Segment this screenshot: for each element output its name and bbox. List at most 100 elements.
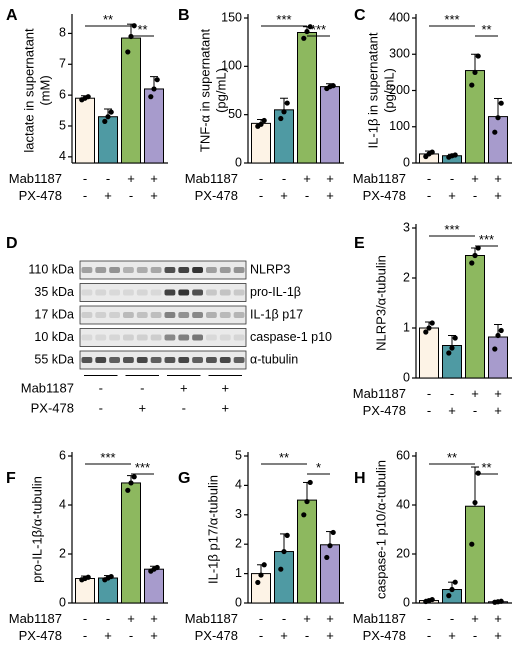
condition-sign: - xyxy=(182,401,186,416)
significance-label: ** xyxy=(279,450,289,465)
condition-sign: + xyxy=(180,381,188,396)
data-point xyxy=(261,117,267,124)
data-point xyxy=(498,100,504,106)
blot-band xyxy=(178,289,190,296)
data-point xyxy=(154,77,160,83)
blot-band xyxy=(192,357,203,363)
data-point xyxy=(475,470,481,476)
condition-sign: - xyxy=(305,188,309,203)
y-axis-label: NLRP3/α-tubulin xyxy=(373,255,388,351)
condition-sign: + xyxy=(150,171,158,186)
data-point xyxy=(301,512,307,518)
condition-sign: + xyxy=(303,611,311,626)
blot-band xyxy=(233,289,245,296)
blot-band xyxy=(192,334,203,341)
blot-band xyxy=(164,289,176,296)
condition-sign: + xyxy=(494,403,502,418)
y-tick-label: 4 xyxy=(59,497,66,511)
condition-sign: - xyxy=(259,628,263,643)
blot-band xyxy=(192,267,203,273)
condition-sign: - xyxy=(83,188,87,203)
chart-panel-e: E NLRP3/α-tubulin 0 1 2 3 *** *** Mab1187 PX-478 -… xyxy=(353,220,512,418)
y-tick-label: 0 xyxy=(235,155,242,169)
data-point xyxy=(429,320,435,326)
blot-strip xyxy=(79,305,247,325)
blot-band xyxy=(219,267,231,273)
bar xyxy=(98,116,118,164)
condition-label-mab1187: Mab1187 xyxy=(9,171,62,186)
condition-sign: - xyxy=(450,386,454,401)
y-tick-label: 0 xyxy=(403,370,410,384)
condition-sign: - xyxy=(129,188,133,203)
condition-sign: + xyxy=(448,403,456,418)
blot-band xyxy=(95,334,107,341)
condition-sign: - xyxy=(427,171,431,186)
blot-band xyxy=(206,289,217,296)
blot-protein-label: IL-1β p17 xyxy=(250,307,303,321)
condition-sign: + xyxy=(127,611,135,626)
data-point xyxy=(472,499,478,506)
data-point xyxy=(475,53,481,59)
condition-sign: - xyxy=(259,188,263,203)
condition-label-px478: PX-478 xyxy=(195,628,238,643)
data-point xyxy=(131,23,137,29)
significance-label: ** xyxy=(481,460,491,475)
y-tick-label: 4 xyxy=(59,149,66,163)
condition-label-mab1187: Mab1187 xyxy=(353,386,406,401)
data-point xyxy=(261,562,267,568)
y-tick-label: 3 xyxy=(403,220,410,234)
bar xyxy=(320,544,340,604)
blot-band xyxy=(123,334,134,341)
significance-label: *** xyxy=(100,450,115,465)
blot-band xyxy=(150,267,162,273)
data-point xyxy=(284,532,290,538)
blot-protein-label: pro-IL-1β xyxy=(250,285,301,299)
data-point xyxy=(475,245,481,251)
data-point xyxy=(469,82,475,88)
condition-label-px478: PX-478 xyxy=(195,188,238,203)
blot-band xyxy=(109,312,120,318)
y-tick-label: 0 xyxy=(59,595,66,609)
y-tick-label: 300 xyxy=(389,47,410,61)
blot-band xyxy=(164,357,176,363)
condition-sign: + xyxy=(448,628,456,643)
condition-sign: - xyxy=(427,628,431,643)
data-point xyxy=(284,100,290,106)
condition-sign: - xyxy=(106,171,110,186)
blot-band xyxy=(109,357,120,363)
blot-mw-label: 17 kDa xyxy=(34,307,74,321)
blot-band xyxy=(192,289,203,296)
data-point xyxy=(281,548,287,555)
blot-band xyxy=(219,312,231,318)
bar xyxy=(465,70,485,164)
data-point xyxy=(281,109,287,115)
panel-letter: G xyxy=(178,470,190,487)
y-tick-label: 1 xyxy=(235,566,242,580)
y-axis-label: (pg/mL) xyxy=(381,68,396,113)
bar xyxy=(144,88,164,164)
condition-sign: + xyxy=(326,188,334,203)
significance-label: *** xyxy=(479,232,494,247)
bar xyxy=(320,86,340,164)
y-tick-label: 6 xyxy=(59,87,66,101)
data-point xyxy=(330,529,336,536)
data-point xyxy=(151,86,157,92)
data-point xyxy=(469,541,475,547)
blot-band xyxy=(233,357,245,363)
condition-sign: - xyxy=(450,171,454,186)
condition-sign: + xyxy=(150,611,158,626)
condition-sign: + xyxy=(326,628,334,643)
data-point xyxy=(105,114,111,120)
condition-label-px478: PX-478 xyxy=(19,628,62,643)
condition-sign: + xyxy=(150,628,158,643)
condition-sign: + xyxy=(138,401,146,416)
blot-band xyxy=(123,289,134,296)
condition-sign: + xyxy=(150,188,158,203)
significance-label: *** xyxy=(135,460,150,475)
condition-sign: + xyxy=(104,628,112,643)
condition-label-px478: PX-478 xyxy=(363,628,406,643)
y-tick-label: 400 xyxy=(389,10,410,24)
data-point xyxy=(154,564,160,571)
